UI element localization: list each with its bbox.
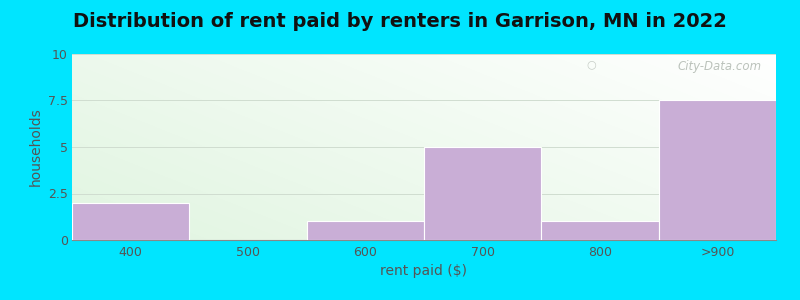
Bar [306,221,424,240]
Bar [72,203,190,240]
Bar [658,100,776,240]
Bar [306,221,424,240]
Bar [424,147,542,240]
Bar [542,221,658,240]
Bar [424,147,542,240]
Text: City-Data.com: City-Data.com [678,60,762,73]
X-axis label: rent paid ($): rent paid ($) [381,264,467,278]
Bar [72,203,190,240]
Text: Distribution of rent paid by renters in Garrison, MN in 2022: Distribution of rent paid by renters in … [73,12,727,31]
Y-axis label: households: households [28,108,42,186]
Bar [658,100,776,240]
Text: ○: ○ [586,60,596,70]
Bar [542,221,658,240]
